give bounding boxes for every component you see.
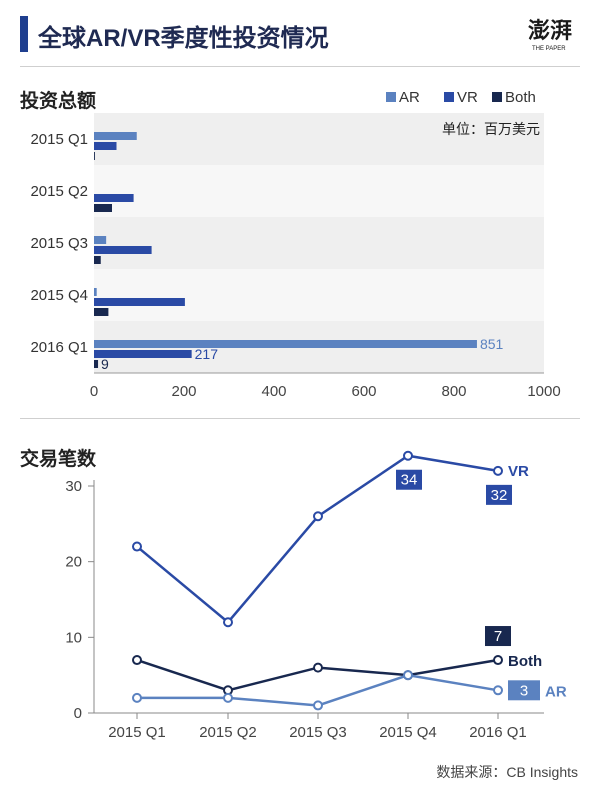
point-vr — [223, 617, 233, 628]
callout-box-ar — [508, 680, 540, 701]
x-tick-label: 2015 Q3 — [289, 724, 347, 741]
svg-text:澎湃: 澎湃 — [528, 18, 572, 43]
category-band — [94, 217, 544, 269]
point-both — [132, 655, 142, 666]
bar-ar-2015-q4 — [94, 288, 97, 296]
line-chart-title: 交易笔数 — [20, 449, 97, 470]
category-band — [94, 269, 544, 321]
point-vr — [493, 465, 503, 476]
bar-both-2015-q4 — [94, 308, 109, 316]
bar-vr-2015-q2 — [94, 194, 134, 202]
bar-ar-2016-q1 — [94, 340, 477, 348]
data-label-vr: 217 — [195, 346, 219, 362]
x-tick-label: 200 — [171, 383, 196, 400]
category-label: 2015 Q2 — [30, 183, 88, 200]
callout-label-ar: 3 — [520, 682, 528, 699]
x-tick-label: 600 — [351, 383, 376, 400]
data-label-both: 9 — [101, 356, 109, 372]
x-tick-label: 400 — [261, 383, 286, 400]
x-tick-label: 2015 Q1 — [108, 724, 166, 741]
section-divider — [20, 418, 580, 419]
point-ar — [403, 670, 413, 681]
x-tick-label: 1000 — [527, 383, 560, 400]
point-ar — [223, 692, 233, 703]
point-ar — [132, 692, 142, 703]
bar-vr-2016-q1 — [94, 350, 192, 358]
header-divider — [20, 66, 580, 67]
bar-vr-2015-q3 — [94, 246, 152, 254]
investment-bar-chart: AR VR Both 单位：百万美元 2015 Q1 2015 Q2 2015 Q3 2015… — [30, 89, 560, 400]
legend-swatch-vr — [444, 92, 454, 102]
y-tick-label: 30 — [65, 478, 82, 495]
bar-both-2015-q2 — [94, 204, 112, 212]
bar-chart-title: 投资总额 — [20, 91, 97, 112]
legend-swatch-ar — [386, 92, 396, 102]
callout-label-vr: 32 — [491, 487, 508, 504]
category-band — [94, 165, 544, 217]
callout-box-vr — [486, 484, 512, 505]
callout-label-vr: 34 — [401, 472, 418, 489]
series-label-both: Both — [508, 653, 542, 670]
callout-box-vr — [396, 469, 422, 490]
point-vr — [132, 541, 142, 552]
title-accent-bar — [20, 16, 28, 52]
page-title: 全球AR/VR季度性投资情况 — [38, 25, 329, 52]
callout-box-both — [485, 626, 511, 647]
category-label: 2016 Q1 — [30, 339, 88, 356]
legend-label-ar: AR — [399, 89, 420, 106]
series-label-vr: VR — [508, 463, 529, 480]
y-tick-label: 20 — [65, 554, 82, 571]
source-note: 数据来源：CB Insights — [436, 764, 578, 780]
legend-label-both: Both — [505, 89, 536, 106]
y-tick-label: 0 — [74, 705, 82, 722]
line-vr — [136, 454, 499, 624]
bar-vr-2015-q1 — [94, 142, 117, 150]
series-label-ar: AR — [545, 683, 567, 700]
x-tick-label: 800 — [441, 383, 466, 400]
bar-both-2016-q1 — [94, 360, 99, 368]
point-ar — [313, 700, 323, 711]
point-vr — [313, 511, 323, 522]
y-tick-label: 10 — [65, 629, 82, 646]
category-band — [94, 113, 544, 165]
x-tick-label: 2015 Q2 — [199, 724, 257, 741]
point-both — [313, 662, 323, 673]
bar-both-2015-q3 — [94, 256, 101, 264]
data-label-ar: 851 — [480, 336, 504, 352]
x-tick-label: 2016 Q1 — [469, 724, 527, 741]
point-ar — [493, 685, 503, 696]
bar-both-2015-q1 — [94, 152, 95, 160]
category-label: 2015 Q3 — [30, 235, 88, 252]
x-tick-label: 0 — [90, 383, 98, 400]
deal-count-line-chart: 0 10 20 30 2015 Q1 2015 Q2 2015 Q3 2015 Q4 2016 … — [65, 450, 567, 741]
x-tick-label: 2015 Q4 — [379, 724, 437, 741]
point-vr — [403, 450, 413, 461]
legend-swatch-both — [492, 92, 502, 102]
callout-label-both: 7 — [494, 628, 502, 645]
svg-text:THE PAPER: THE PAPER — [532, 46, 566, 52]
unit-label: 单位：百万美元 — [442, 121, 540, 137]
bar-ar-2015-q1 — [94, 132, 137, 140]
bar-vr-2015-q4 — [94, 298, 185, 306]
category-label: 2015 Q4 — [30, 287, 88, 304]
legend-label-vr: VR — [457, 89, 478, 106]
brand-logo: 澎湃 THE PAPER — [528, 18, 572, 52]
category-label: 2015 Q1 — [30, 131, 88, 148]
point-both — [493, 655, 503, 666]
bar-ar-2015-q3 — [94, 236, 107, 244]
